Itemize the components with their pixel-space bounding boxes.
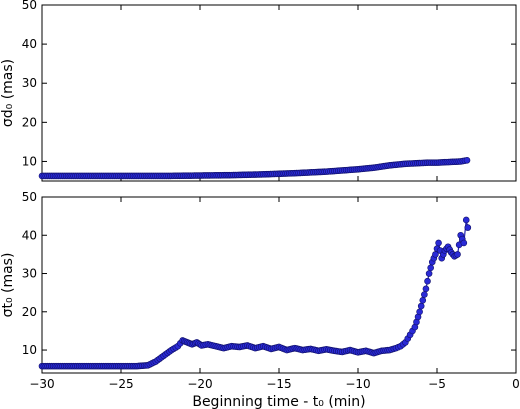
x-tick-label: −10 [345,377,370,391]
y-tick-label: 10 [22,154,37,168]
x-tick-label: −30 [29,377,54,391]
x-tick-label: −5 [428,377,446,391]
data-point [425,270,433,277]
x-tick-label: −20 [187,377,212,391]
x-tick-label: −15 [266,377,291,391]
data-point [416,308,423,316]
data-point [463,156,471,164]
y-tick-label: 20 [22,115,37,129]
data-point [427,264,434,272]
y-tick-label: 40 [22,228,37,242]
data-point [417,302,425,310]
bottom-panel: 10 20 30 40 50 −30 −25 −20 −15 −10 −5 0 σt₀ (mas) Beg… [0,190,520,409]
data-point [422,285,430,293]
y-tick-label: 10 [22,343,37,357]
x-tick-label: −25 [108,377,133,391]
y-axis-label: σd₀ (mas) [0,59,16,127]
x-tick-label: 0 [512,377,520,391]
x-axis-label: Beginning time - t₀ (min) [192,394,365,409]
y-tick-label: 50 [22,190,37,204]
data-point [421,291,428,298]
y-tick-label: 30 [22,76,37,90]
y-tick-label: 40 [22,37,37,51]
y-tick-label: 50 [22,0,37,12]
data-point [424,277,431,285]
data-point [460,239,468,247]
y-tick-label: 20 [22,305,37,319]
data-point [464,224,472,231]
data-point [435,239,442,247]
plot-frame [41,4,517,182]
y-axis-label: σt₀ (mas) [0,253,16,318]
top-panel: 10 20 30 40 50 σd₀ (mas) [0,0,517,182]
y-tick-label: 30 [22,267,37,281]
data-point [419,297,427,304]
data-point [462,216,470,224]
data-point [454,251,461,258]
